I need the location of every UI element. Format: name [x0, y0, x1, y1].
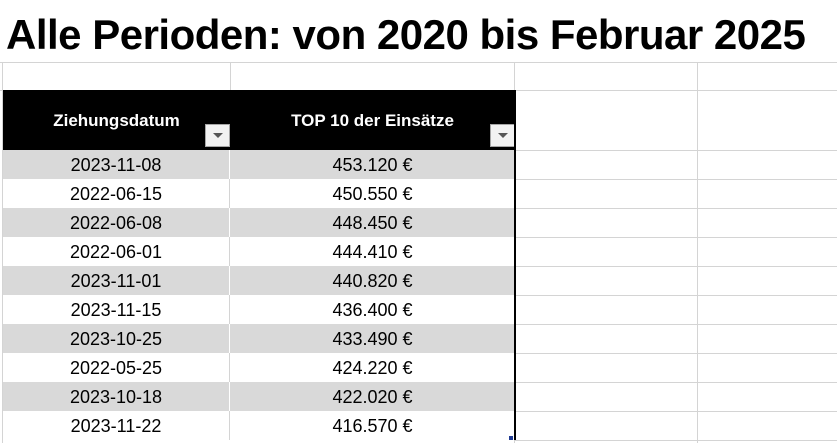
- cell-amount[interactable]: 440.820 €: [332, 271, 413, 291]
- cell-date[interactable]: 2023-10-18: [3, 382, 230, 411]
- cell-amount[interactable]: 448.450 €: [332, 213, 413, 233]
- cell-date[interactable]: 2023-11-01: [3, 266, 230, 295]
- table-resize-handle[interactable]: [509, 436, 513, 440]
- cell-date[interactable]: 2022-05-25: [3, 353, 230, 382]
- cell-date[interactable]: 2023-10-25: [3, 324, 230, 353]
- cell-amount[interactable]: 436.400 €: [332, 300, 413, 320]
- table-right-border: [514, 90, 516, 440]
- cell-amount[interactable]: 433.490 €: [332, 329, 413, 349]
- table-row: 2023-10-25 433.490 €: [3, 324, 515, 353]
- table-row: 2023-11-22 416.570 €: [3, 411, 515, 440]
- table-header-row: Ziehungsdatum TOP 10 der Einsätze: [3, 90, 515, 150]
- cell-date[interactable]: 2023-11-08: [3, 150, 230, 179]
- cell-date[interactable]: 2022-06-15: [3, 179, 230, 208]
- cell-amount[interactable]: 450.550 €: [332, 184, 413, 204]
- table-row: 2023-10-18 422.020 €: [3, 382, 515, 411]
- table-row: 2022-06-01 444.410 €: [3, 237, 515, 266]
- cell-date[interactable]: 2022-06-01: [3, 237, 230, 266]
- table-row: 2023-11-15 436.400 €: [3, 295, 515, 324]
- table-row: 2022-05-25 424.220 €: [3, 353, 515, 382]
- filter-dropdown-amount[interactable]: [490, 124, 515, 147]
- cell-amount[interactable]: 422.020 €: [332, 387, 413, 407]
- cell-amount[interactable]: 416.570 €: [332, 416, 413, 436]
- chevron-down-icon: [497, 133, 508, 138]
- cell-date[interactable]: 2022-06-08: [3, 208, 230, 237]
- cell-amount[interactable]: 444.410 €: [332, 242, 413, 262]
- column-header-date-label: Ziehungsdatum: [53, 111, 180, 130]
- table-row: 2023-11-08 453.120 €: [3, 150, 515, 179]
- column-header-amount: TOP 10 der Einsätze: [230, 90, 515, 150]
- data-table: Ziehungsdatum TOP 10 der Einsätze 2023-1…: [3, 90, 515, 440]
- cell-date[interactable]: 2023-11-22: [3, 411, 230, 440]
- table-row: 2022-06-15 450.550 €: [3, 179, 515, 208]
- table-row: 2022-06-08 448.450 €: [3, 208, 515, 237]
- cell-date[interactable]: 2023-11-15: [3, 295, 230, 324]
- filter-dropdown-date[interactable]: [205, 124, 230, 147]
- chevron-down-icon: [212, 133, 223, 138]
- table-row: 2023-11-01 440.820 €: [3, 266, 515, 295]
- column-header-amount-label: TOP 10 der Einsätze: [291, 111, 454, 130]
- column-header-date: Ziehungsdatum: [3, 90, 230, 150]
- sheet-title: Alle Perioden: von 2020 bis Februar 2025: [6, 11, 806, 58]
- cell-amount[interactable]: 424.220 €: [332, 358, 413, 378]
- cell-amount[interactable]: 453.120 €: [332, 155, 413, 175]
